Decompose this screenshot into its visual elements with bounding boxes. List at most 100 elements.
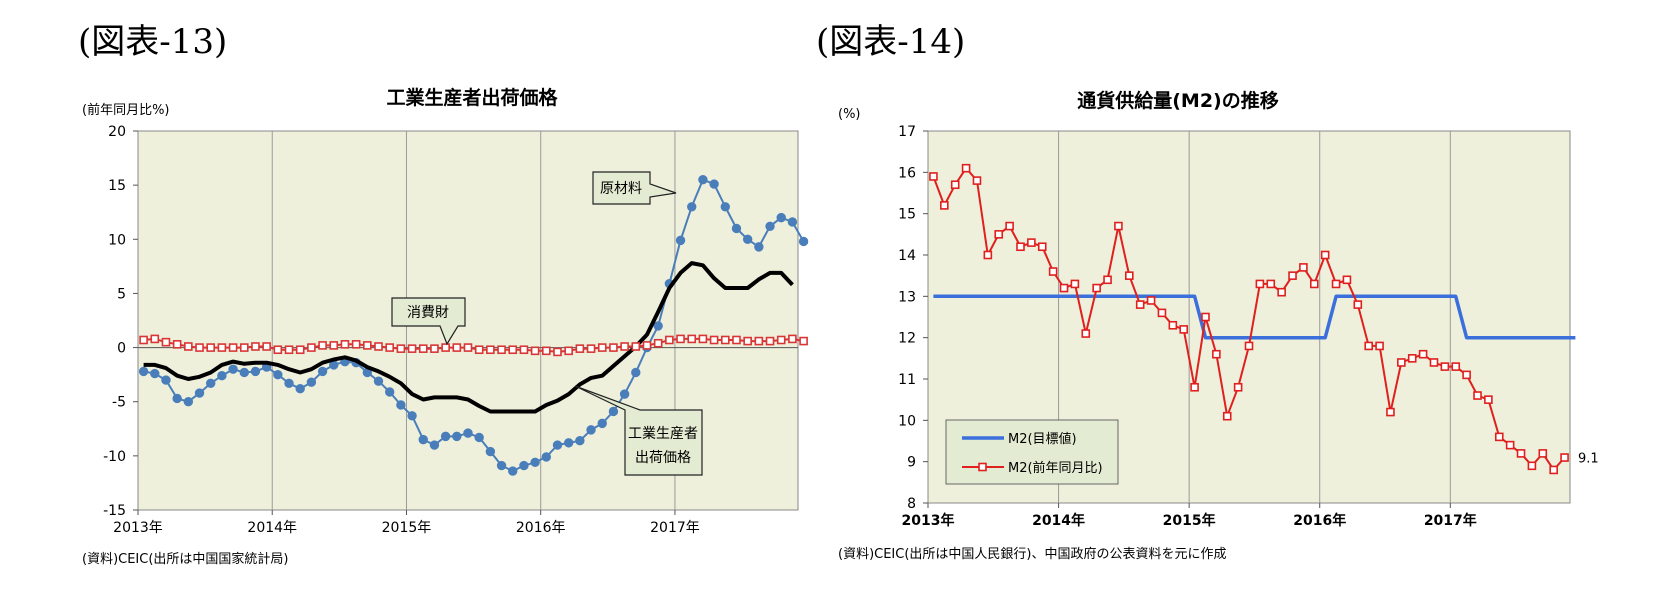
left-y-axis-label: (前年同月比%) xyxy=(82,102,170,118)
right-series-1-point xyxy=(1440,362,1450,371)
right-series-1-point xyxy=(1233,382,1243,392)
left-series-2-point xyxy=(631,342,641,351)
right-x-tick-label: 2016年 xyxy=(1293,512,1346,529)
right-x-tick-label: 2017年 xyxy=(1424,512,1477,529)
left-series-0-point xyxy=(440,431,451,442)
left-series-0-point xyxy=(731,223,742,234)
left-series-0-point xyxy=(429,440,440,450)
left-series-0-point xyxy=(250,366,261,377)
left-annotation-box-consumer xyxy=(391,297,466,346)
left-series-0-point xyxy=(150,368,160,379)
right-y-tick-label: 11 xyxy=(898,372,916,388)
left-series-0-point xyxy=(452,431,462,442)
left-series-0-point xyxy=(396,400,406,410)
right-y-tick-label: 17 xyxy=(898,124,916,140)
left-series-2-point xyxy=(754,336,764,346)
left-y-tick-label: -10 xyxy=(103,449,126,465)
left-series-0-point xyxy=(530,457,540,468)
right-series-1-point xyxy=(1179,325,1189,334)
right-series-1-point xyxy=(1135,300,1145,309)
right-series-1-point xyxy=(1407,354,1417,363)
left-series-2-point xyxy=(687,334,697,344)
left-series-2-point xyxy=(642,341,652,350)
left-series-2-point xyxy=(161,337,171,347)
right-series-1-point xyxy=(1027,238,1036,247)
left-annotation-ppi-line1: 工業生産者 xyxy=(628,426,698,442)
right-series-1-point xyxy=(1418,349,1428,359)
left-series-0-point xyxy=(273,369,283,380)
left-chart-title: 工業生産者出荷価格 xyxy=(386,86,558,109)
figure-label-14: (図表-14) xyxy=(816,22,966,62)
left-series-2-point xyxy=(418,344,428,353)
right-series-1-point xyxy=(1005,221,1014,231)
left-series-2-point xyxy=(307,343,316,352)
left-series-0-point xyxy=(239,367,249,378)
left-series-2-point xyxy=(665,335,674,345)
right-series-1-point xyxy=(1484,395,1493,404)
left-x-tick-label: 2015年 xyxy=(382,520,432,536)
left-series-2-point xyxy=(653,338,663,348)
left-series-2-point xyxy=(363,341,372,350)
right-series-1-point xyxy=(929,172,938,181)
figure-label-13: (図表-13) xyxy=(78,22,228,62)
right-series-1-point xyxy=(1222,411,1232,421)
left-series-2-point xyxy=(698,334,708,344)
left-series-2-point xyxy=(486,345,495,355)
right-series-1-point xyxy=(1157,308,1167,318)
left-series-0-point xyxy=(183,397,194,407)
right-series-1-point xyxy=(1016,242,1025,252)
left-series-0-point xyxy=(217,371,227,381)
right-series-1-point xyxy=(1125,271,1134,280)
left-y-tick-label: 20 xyxy=(108,124,126,140)
right-series-1-point xyxy=(1081,329,1091,338)
left-series-2-point xyxy=(788,334,797,344)
right-x-tick-label: 2015年 xyxy=(1163,512,1216,529)
right-series-1-point xyxy=(1059,283,1069,293)
left-series-2-point xyxy=(720,335,730,345)
left-series-0-point xyxy=(754,242,764,252)
right-series-1-point xyxy=(1320,250,1330,260)
right-series-1-point xyxy=(1255,279,1265,289)
right-series-1-point xyxy=(1397,358,1406,367)
right-series-1-point xyxy=(1146,296,1156,305)
right-series-1-point xyxy=(994,230,1004,239)
right-series-1-point xyxy=(1560,453,1569,462)
left-series-0-point xyxy=(798,236,809,247)
left-series-2-point xyxy=(575,344,585,353)
left-series-0-point xyxy=(474,432,484,443)
right-series-1-point xyxy=(1048,267,1058,276)
left-series-2-point xyxy=(452,343,462,352)
left-x-tick-label: 2016年 xyxy=(516,520,566,536)
right-series-1-point xyxy=(983,250,993,260)
left-series-2-point xyxy=(195,343,204,352)
right-series-1-point xyxy=(1538,449,1548,458)
right-legend-box xyxy=(945,419,1119,485)
left-series-0-point xyxy=(138,366,149,377)
right-series-1-point xyxy=(1244,341,1254,351)
left-series-0-point xyxy=(519,460,529,471)
left-annotation-box-ppi xyxy=(574,385,703,476)
right-series-1-point xyxy=(1429,358,1439,367)
left-series-0-point xyxy=(407,411,417,421)
left-annotation-box-raw xyxy=(592,171,677,205)
left-series-0-point xyxy=(161,375,171,385)
left-series-0-point xyxy=(206,378,216,389)
left-series-0-point xyxy=(742,234,753,244)
left-series-2-point xyxy=(497,345,506,355)
right-series-1-point xyxy=(1516,449,1526,458)
right-y-tick-label: 15 xyxy=(898,207,916,223)
right-series-1-point xyxy=(961,163,971,173)
left-series-2-point xyxy=(206,343,216,352)
left-series-0-point xyxy=(373,376,384,386)
left-series-0-point xyxy=(485,446,496,457)
right-series-1-point xyxy=(1386,407,1395,417)
left-series-2-point xyxy=(262,342,271,351)
right-series-1-point xyxy=(1549,465,1558,475)
left-series-0-point xyxy=(418,434,428,445)
right-end-value-label: 9.1 xyxy=(1578,452,1599,467)
right-series-1-point xyxy=(1266,279,1276,289)
left-y-tick-label: 0 xyxy=(117,341,126,357)
left-series-0-point xyxy=(317,366,328,377)
right-source-note: (資料)CEIC(出所は中国人民銀行)、中国政府の公表資料を元に作成 xyxy=(838,547,1227,562)
